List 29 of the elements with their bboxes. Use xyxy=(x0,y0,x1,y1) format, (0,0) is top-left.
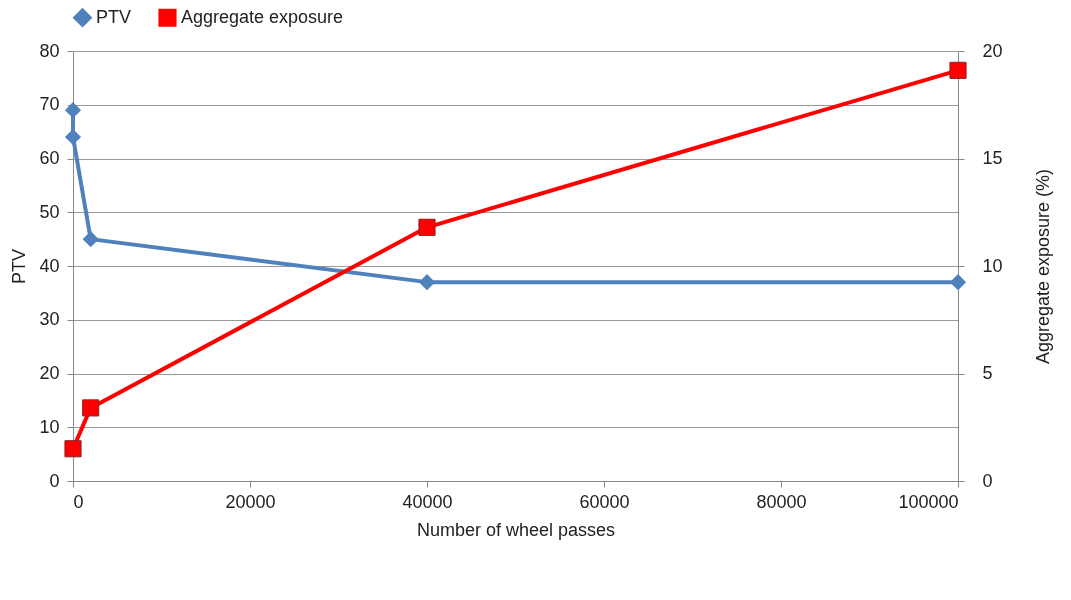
y-tick-label: 10 xyxy=(39,416,60,437)
y2-tick-label: 20 xyxy=(982,40,1003,61)
y-tick-label: 0 xyxy=(49,470,60,491)
legend-label: Aggregate exposure xyxy=(181,6,344,27)
y-tick-label: 70 xyxy=(39,94,60,115)
x-tick-label: 80000 xyxy=(756,491,807,512)
x-tick-label: 20000 xyxy=(225,491,276,512)
y-axis-title: PTV xyxy=(9,248,30,285)
point xyxy=(82,399,100,417)
x-axis-title: Number of wheel passes xyxy=(416,519,616,540)
x-tick-label: 0 xyxy=(73,491,84,512)
point xyxy=(949,61,967,79)
y-tick-label: 30 xyxy=(39,309,60,330)
y-tick-label: 50 xyxy=(39,201,60,222)
point xyxy=(64,440,82,458)
y-tick-label: 80 xyxy=(39,40,60,61)
y-tick-label: 20 xyxy=(39,363,60,383)
legend-label: PTV xyxy=(96,6,132,27)
y2-tick-label: 15 xyxy=(982,148,1003,168)
x-tick-label: 40000 xyxy=(402,491,453,512)
point xyxy=(418,218,436,236)
y2-tick-label: 10 xyxy=(982,255,1003,276)
y2-tick-label: 5 xyxy=(982,363,993,383)
y-tick-label: 40 xyxy=(39,255,60,276)
y-tick-label: 60 xyxy=(39,148,60,168)
y2-tick-label: 0 xyxy=(982,470,993,491)
y2-axis-title: Aggregate exposure (%) xyxy=(1032,168,1053,365)
x-tick-label: 60000 xyxy=(579,491,630,512)
x-tick-label: 100000 xyxy=(898,491,959,512)
